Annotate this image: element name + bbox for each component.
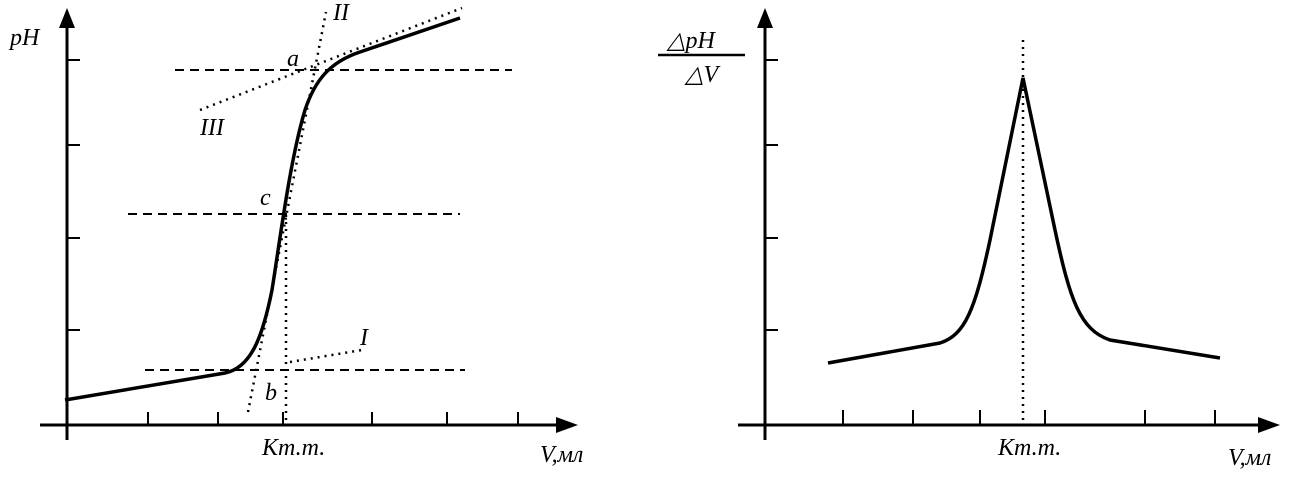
arrow (556, 417, 578, 433)
point-label: a (287, 46, 299, 72)
left-panel: pH V,мл Кт.т. a b c I II III (8, 0, 583, 468)
point-label: b (265, 380, 277, 406)
tangent-ii (246, 11, 328, 413)
arrow (1258, 417, 1280, 433)
arrow (757, 8, 773, 28)
right-panel: △pH △V V,мл Кт.т. (658, 8, 1280, 471)
arrow (59, 8, 75, 28)
y-label: △pH (666, 28, 716, 54)
y-label: △V (684, 62, 720, 88)
derivative-curve (827, 77, 1221, 365)
titration-curve (64, 16, 461, 402)
tangent-i (289, 348, 363, 364)
ticks (67, 59, 519, 425)
line-label: III (199, 115, 225, 141)
point-label: c (260, 185, 271, 211)
line-label: II (332, 0, 350, 26)
tangent-iii (199, 6, 463, 112)
x-mark: Кт.т. (261, 435, 325, 461)
ticks (765, 59, 1216, 425)
x-label: V,мл (1228, 445, 1271, 471)
line-label: I (359, 325, 369, 351)
x-label: V,мл (540, 442, 583, 468)
x-mark: Кт.т. (997, 435, 1061, 461)
y-label: pH (8, 25, 41, 51)
